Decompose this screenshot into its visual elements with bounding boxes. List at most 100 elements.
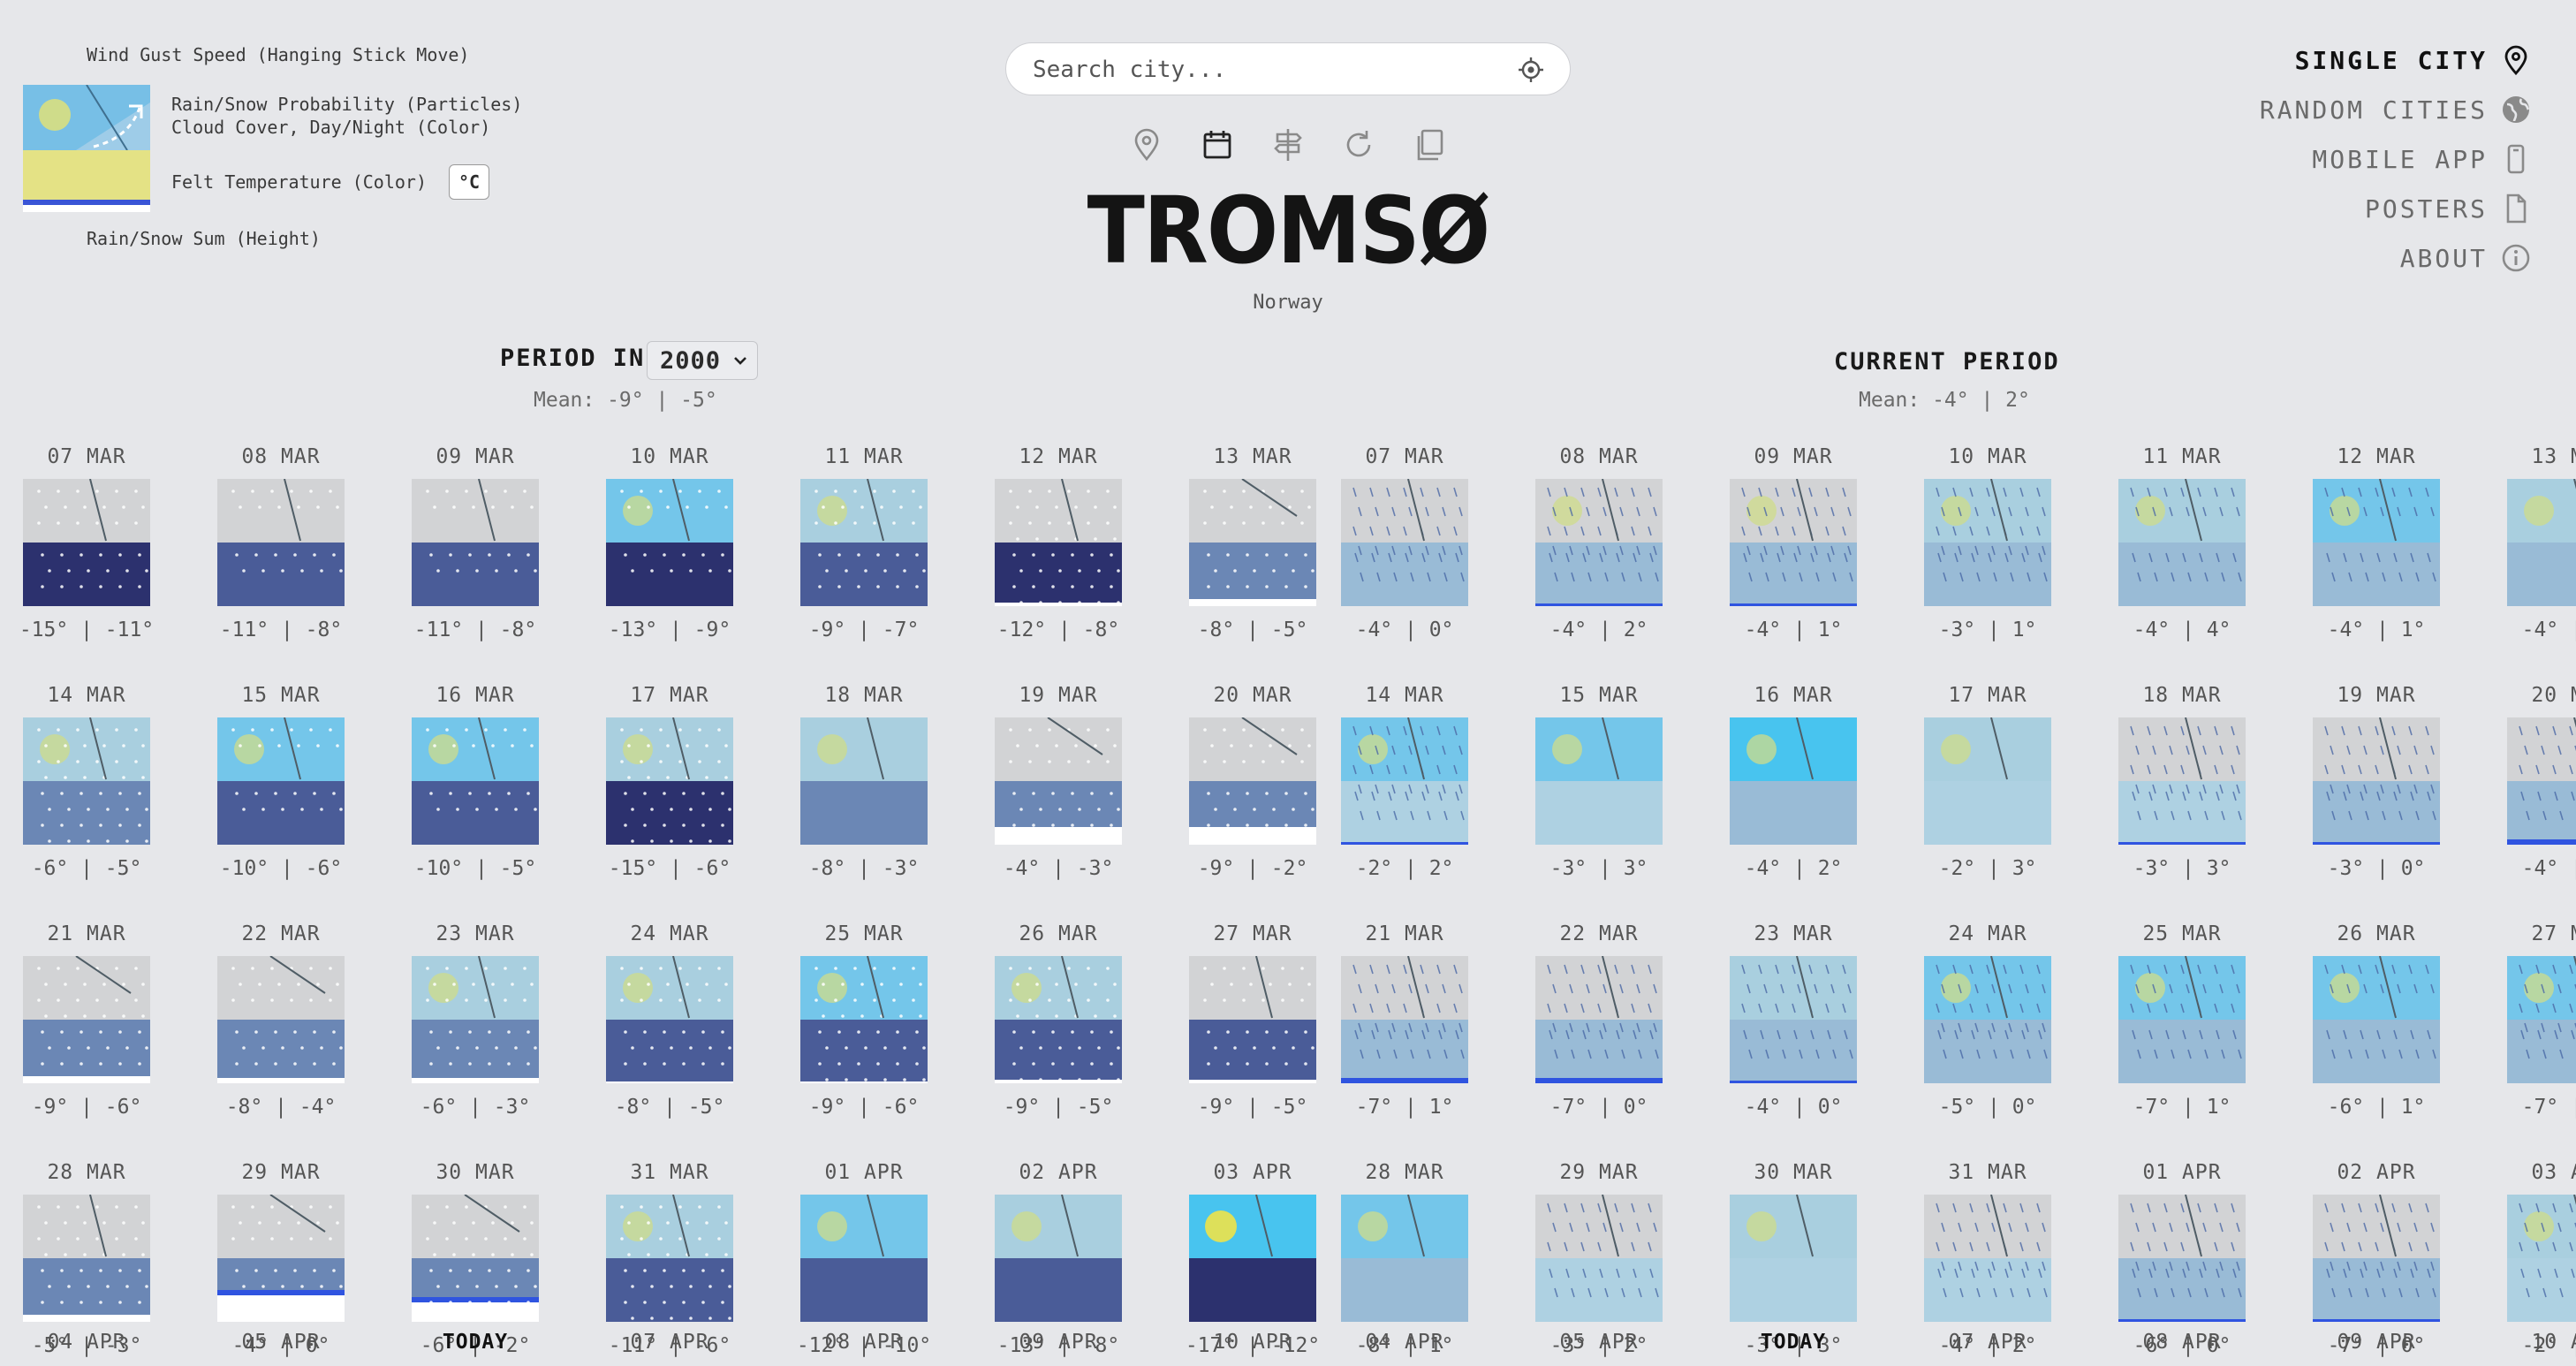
weather-tile[interactable] — [217, 956, 345, 1083]
day-date: 23 MAR — [436, 922, 515, 945]
refresh-icon[interactable] — [1339, 125, 1378, 164]
weather-tile[interactable] — [2507, 717, 2576, 845]
weather-tile[interactable] — [412, 717, 539, 845]
weather-tile[interactable] — [2118, 479, 2246, 606]
weather-tile[interactable] — [1730, 479, 1857, 606]
day-date: 09 MAR — [436, 445, 515, 468]
weather-tile[interactable] — [1535, 717, 1663, 845]
weather-tile[interactable] — [2118, 956, 2246, 1083]
weather-tile[interactable] — [23, 479, 150, 606]
sun-icon — [1552, 734, 1582, 764]
temperature-range: -9° | -5° — [1003, 1096, 1114, 1119]
nav-about[interactable]: ABOUT — [2399, 244, 2488, 273]
weather-tile[interactable] — [800, 479, 928, 606]
weather-tile[interactable] — [1924, 956, 2051, 1083]
weather-tile[interactable] — [1924, 479, 2051, 606]
weather-tile[interactable] — [217, 717, 345, 845]
weather-tile[interactable] — [412, 479, 539, 606]
day-date: 30 MAR — [1754, 1161, 1833, 1184]
weather-tile[interactable] — [1535, 1195, 1663, 1322]
weather-tile[interactable] — [1730, 717, 1857, 845]
country-label: Norway — [1253, 292, 1323, 314]
day-date: 08 MAR — [1559, 445, 1639, 468]
weather-tile[interactable] — [1189, 479, 1316, 606]
phone-icon[interactable] — [2500, 143, 2532, 175]
weather-tile[interactable] — [1189, 717, 1316, 845]
weather-tile[interactable] — [2507, 479, 2576, 606]
day-date: 24 MAR — [630, 922, 709, 945]
weather-tile[interactable] — [606, 717, 733, 845]
weather-tile[interactable] — [217, 1195, 345, 1322]
weather-tile[interactable] — [800, 1195, 928, 1322]
weather-tile[interactable] — [1924, 1195, 2051, 1322]
unit-toggle-button[interactable]: °C — [449, 164, 489, 200]
signpost-icon[interactable] — [1269, 125, 1307, 164]
weather-tile[interactable] — [2313, 717, 2440, 845]
weather-tile[interactable] — [2507, 956, 2576, 1083]
day-date: 10 MAR — [630, 445, 709, 468]
weather-tile[interactable] — [23, 956, 150, 1083]
weather-tile[interactable] — [1730, 1195, 1857, 1322]
weather-tile[interactable] — [1189, 956, 1316, 1083]
day-date: 29 MAR — [241, 1161, 321, 1184]
nav-random-cities[interactable]: RANDOM CITIES — [2259, 95, 2488, 125]
temperature-range: -4° | 2° — [1549, 618, 1648, 641]
weather-tile[interactable] — [606, 956, 733, 1083]
day-date: 18 MAR — [824, 684, 904, 707]
weather-tile[interactable] — [606, 1195, 733, 1322]
weather-tile[interactable] — [2313, 479, 2440, 606]
day-date: 08 APR — [2142, 1331, 2222, 1354]
weather-tile[interactable] — [2507, 1195, 2576, 1322]
sun-icon — [1358, 734, 1388, 764]
weather-tile[interactable] — [995, 717, 1122, 845]
globe-icon[interactable] — [2500, 94, 2532, 125]
year-select[interactable]: 2000 — [647, 341, 758, 380]
nav-posters[interactable]: POSTERS — [2364, 194, 2488, 224]
weather-tile[interactable] — [2313, 956, 2440, 1083]
temperature-range: -10° | -6° — [219, 857, 343, 880]
nav-mobile-app[interactable]: MOBILE APP — [2312, 145, 2488, 174]
day-date: 28 MAR — [47, 1161, 126, 1184]
weather-tile[interactable] — [1341, 717, 1468, 845]
weather-tile[interactable] — [23, 1195, 150, 1322]
weather-tile[interactable] — [1535, 479, 1663, 606]
weather-tile[interactable] — [1730, 956, 1857, 1083]
search-input[interactable] — [1031, 54, 1512, 86]
weather-tile[interactable] — [1924, 717, 2051, 845]
temperature-range: -9° | -6° — [808, 1096, 920, 1119]
calendar-icon[interactable] — [1198, 125, 1237, 164]
weather-tile[interactable] — [2118, 1195, 2246, 1322]
day-date: 31 MAR — [630, 1161, 709, 1184]
weather-tile[interactable] — [2118, 717, 2246, 845]
weather-tile[interactable] — [606, 479, 733, 606]
temperature-range: -6° | 0° — [2133, 1334, 2231, 1357]
sun-icon — [2524, 496, 2554, 526]
weather-tile[interactable] — [1341, 1195, 1468, 1322]
weather-tile[interactable] — [217, 479, 345, 606]
weather-tile[interactable] — [800, 956, 928, 1083]
weather-tile[interactable] — [23, 717, 150, 845]
document-icon[interactable] — [2500, 193, 2532, 224]
weather-tile[interactable] — [412, 956, 539, 1083]
weather-tile[interactable] — [2313, 1195, 2440, 1322]
weather-tile[interactable] — [1341, 479, 1468, 606]
weather-tile[interactable] — [1535, 956, 1663, 1083]
day-date: 25 MAR — [2142, 922, 2222, 945]
weather-tile[interactable] — [412, 1195, 539, 1322]
info-icon[interactable] — [2500, 242, 2532, 274]
weather-tile[interactable] — [995, 1195, 1122, 1322]
day-date: 01 APR — [2142, 1161, 2222, 1184]
weather-tile[interactable] — [800, 717, 928, 845]
weather-tile[interactable] — [1189, 1195, 1316, 1322]
nav-single-city[interactable]: SINGLE CITY — [2294, 46, 2488, 75]
temperature-range: -8° | -4° — [225, 1096, 337, 1119]
locate-icon[interactable] — [1517, 56, 1545, 84]
day-date: 05 APR — [241, 1331, 321, 1354]
weather-tile[interactable] — [995, 479, 1122, 606]
copy-icon[interactable] — [1410, 125, 1449, 164]
weather-tile[interactable] — [1341, 956, 1468, 1083]
pin-icon[interactable] — [1127, 125, 1166, 164]
weather-tile[interactable] — [995, 956, 1122, 1083]
temperature-range: -2° | 1° — [2521, 1334, 2576, 1357]
pin-icon[interactable] — [2500, 44, 2532, 76]
